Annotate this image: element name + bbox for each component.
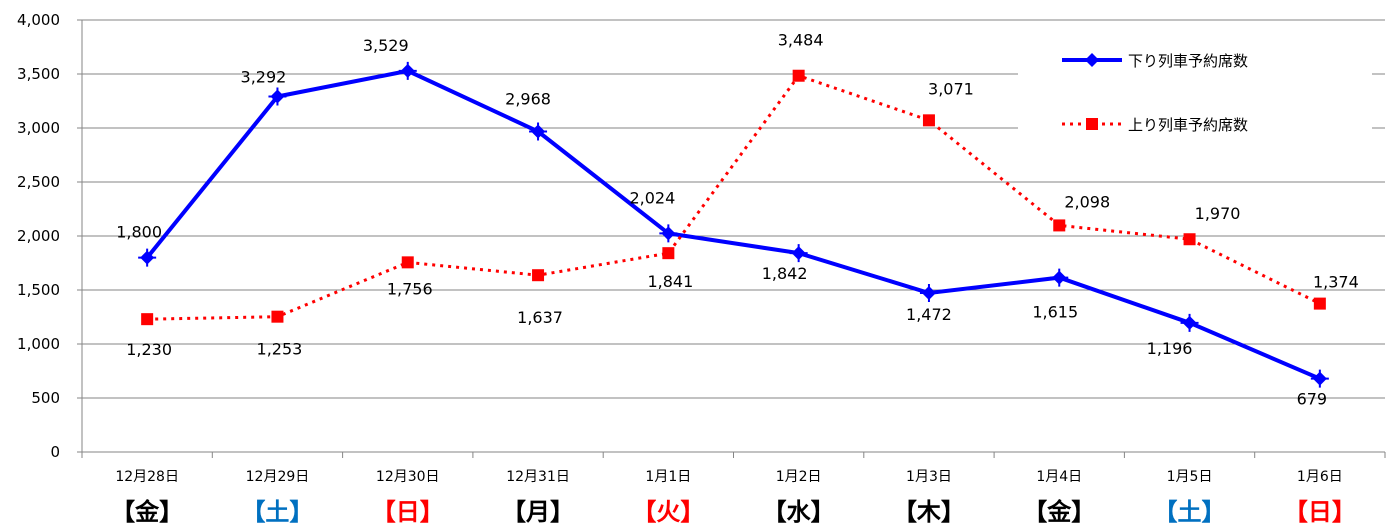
data-point xyxy=(1053,219,1066,232)
y-tick-label: 1,000 xyxy=(17,335,60,353)
data-label: 1,374 xyxy=(1313,273,1359,292)
y-tick-label: 3,000 xyxy=(17,119,60,137)
data-label: 3,292 xyxy=(241,67,287,86)
series-line-0 xyxy=(145,68,1321,381)
data-point-cross xyxy=(529,122,548,141)
data-point xyxy=(398,61,417,80)
data-label: 3,529 xyxy=(363,36,409,55)
data-point xyxy=(141,313,154,326)
data-label: 1,842 xyxy=(762,264,808,283)
data-label: 2,968 xyxy=(505,89,551,108)
data-point xyxy=(271,310,284,323)
x-category-label: 1月1日 xyxy=(645,469,691,485)
data-point xyxy=(529,122,548,141)
data-point xyxy=(401,256,414,269)
weekday-label: 【水】 xyxy=(763,498,835,526)
data-point xyxy=(1183,233,1196,246)
weekday-label: 【日】 xyxy=(372,498,444,526)
series-group xyxy=(138,61,1329,388)
data-point-cross xyxy=(789,244,808,263)
x-category-label: 1月6日 xyxy=(1297,469,1343,485)
x-category-label: 12月30日 xyxy=(376,469,440,485)
data-point xyxy=(268,87,287,106)
data-point xyxy=(792,69,805,82)
data-label: 1,800 xyxy=(116,223,162,242)
data-label: 1,756 xyxy=(387,279,433,298)
data-point-cross xyxy=(138,248,157,267)
y-tick-label: 3,500 xyxy=(17,65,60,83)
weekday-label: 【日】 xyxy=(1284,498,1356,526)
x-category-label: 1月5日 xyxy=(1167,469,1213,485)
data-point xyxy=(922,114,935,127)
data-point xyxy=(1313,297,1326,310)
data-point-cross xyxy=(398,61,417,80)
data-label: 1,230 xyxy=(126,340,172,359)
data-point-cross xyxy=(919,284,938,303)
y-tick-label: 2,500 xyxy=(17,173,60,191)
y-tick-label: 2,000 xyxy=(17,227,60,245)
weekday-label: 【金】 xyxy=(111,498,183,526)
data-point xyxy=(662,247,675,260)
data-point xyxy=(1050,268,1069,287)
data-point-cross xyxy=(1180,313,1199,332)
legend-label-up: 上り列車予約席数 xyxy=(1128,116,1248,134)
gridlines xyxy=(82,19,1385,399)
data-point-cross xyxy=(1310,369,1329,388)
data-label: 2,024 xyxy=(629,188,675,207)
x-category-label: 1月2日 xyxy=(776,469,822,485)
data-label: 679 xyxy=(1297,390,1328,409)
x-category-label: 12月31日 xyxy=(506,469,570,485)
x-category-label: 1月3日 xyxy=(906,469,952,485)
y-tick-label: 0 xyxy=(50,443,60,461)
data-point xyxy=(1310,369,1329,388)
y-tick-label: 1,500 xyxy=(17,281,60,299)
x-category-label: 12月28日 xyxy=(115,469,179,485)
weekday-label: 【月】 xyxy=(502,498,574,526)
data-point-cross xyxy=(1050,268,1069,287)
data-label: 1,472 xyxy=(906,305,952,324)
legend-background xyxy=(1018,30,1372,160)
weekday-label: 【土】 xyxy=(1154,498,1226,526)
data-label: 2,098 xyxy=(1064,192,1110,211)
data-point xyxy=(659,224,678,243)
weekday-label: 【木】 xyxy=(893,498,965,526)
data-point-cross xyxy=(659,224,678,243)
data-label: 3,071 xyxy=(928,79,974,98)
legend: 下り列車予約席数 上り列車予約席数 xyxy=(1018,30,1372,160)
data-label: 1,196 xyxy=(1147,339,1193,358)
y-axis-ticks: 0 500 1,000 1,500 2,000 2,500 3,000 3,500 4,000 xyxy=(17,11,82,461)
data-label: 1,637 xyxy=(517,308,563,327)
x-category-label: 12月29日 xyxy=(246,469,310,485)
weekday-label: 【金】 xyxy=(1023,498,1095,526)
x-axis-categories: 12月28日 12月29日 12月30日 12月31日 1月1日 1月2日 1月3日 1月4日… xyxy=(115,469,1342,485)
data-point xyxy=(1180,313,1199,332)
data-label: 1,841 xyxy=(647,272,693,291)
data-label: 1,970 xyxy=(1195,204,1241,223)
legend-marker-down xyxy=(1085,53,1099,67)
series-line-1 xyxy=(147,73,1321,321)
data-label: 1,615 xyxy=(1032,303,1078,322)
x-category-label: 1月4日 xyxy=(1036,469,1082,485)
weekday-labels: 【金】 【土】 【日】 【月】 【火】 【水】 【木】 【金】 【土】 【日】 xyxy=(111,498,1356,526)
data-point xyxy=(532,269,545,282)
axes xyxy=(81,20,1386,458)
data-point-cross xyxy=(268,87,287,106)
data-labels: 1,800 3,292 3,529 2,968 2,024 1,842 1,472 1,615… xyxy=(116,31,1359,409)
data-point xyxy=(789,244,808,263)
data-point xyxy=(919,284,938,303)
data-point xyxy=(138,248,157,267)
data-label: 3,484 xyxy=(778,31,824,50)
weekday-label: 【火】 xyxy=(632,498,704,526)
legend-marker-up xyxy=(1086,118,1098,130)
data-label: 1,253 xyxy=(257,340,303,359)
y-tick-label: 4,000 xyxy=(17,11,60,29)
legend-label-down: 下り列車予約席数 xyxy=(1128,52,1248,70)
y-tick-label: 500 xyxy=(31,389,60,407)
weekday-label: 【土】 xyxy=(241,498,313,526)
